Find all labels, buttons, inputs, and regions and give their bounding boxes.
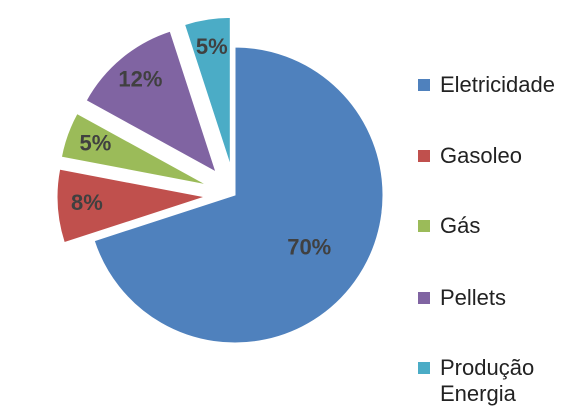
legend-label: Eletricidade: [440, 72, 555, 97]
legend-item: Pellets: [418, 285, 573, 311]
legend-label: Gás: [440, 213, 481, 238]
data-label: 70%: [287, 235, 331, 260]
legend-label: Gasoleo: [440, 143, 522, 168]
legend-item: Gás: [418, 213, 573, 239]
pie-slice: [56, 168, 206, 244]
legend-swatch: [418, 79, 430, 91]
data-label: 8%: [71, 190, 103, 215]
pie: 70% 8% 5% 12% 5%: [56, 16, 384, 344]
legend-swatch: [418, 362, 430, 374]
legend-item: Eletricidade: [418, 72, 573, 98]
legend-label: Produção Energia: [440, 355, 535, 406]
data-label: 5%: [79, 131, 111, 156]
pie-slice: [93, 46, 384, 344]
pie-slice: [85, 30, 217, 173]
legend-swatch: [418, 292, 430, 304]
legend-label: Pellets: [440, 285, 507, 310]
legend-item: Produção Energia: [418, 355, 573, 407]
legend-swatch: [418, 150, 430, 162]
legend-swatch: [418, 220, 430, 232]
legend-item: Gasoleo: [418, 143, 573, 169]
pie-slice: [60, 112, 208, 186]
pie-slice: [183, 16, 231, 166]
data-label: 5%: [196, 34, 228, 59]
data-label: 12%: [118, 66, 162, 91]
